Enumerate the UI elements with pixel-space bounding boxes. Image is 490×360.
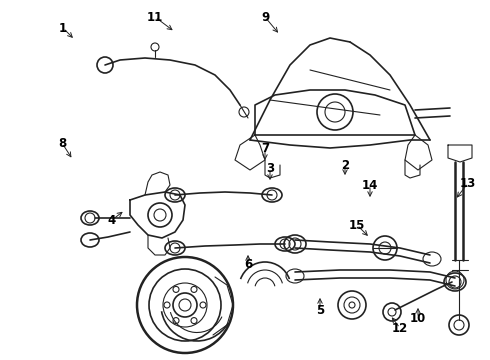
Text: 13: 13 bbox=[460, 176, 476, 189]
Text: 8: 8 bbox=[58, 136, 66, 149]
Text: 1: 1 bbox=[59, 22, 67, 35]
Text: 15: 15 bbox=[349, 219, 365, 231]
Text: 4: 4 bbox=[108, 213, 116, 226]
Text: 5: 5 bbox=[316, 303, 324, 316]
Text: 10: 10 bbox=[410, 311, 426, 324]
Text: 11: 11 bbox=[147, 10, 163, 23]
Text: 14: 14 bbox=[362, 179, 378, 192]
Text: 2: 2 bbox=[341, 158, 349, 171]
Text: 3: 3 bbox=[266, 162, 274, 175]
Text: 9: 9 bbox=[261, 10, 269, 23]
Text: 12: 12 bbox=[392, 321, 408, 334]
Text: 6: 6 bbox=[244, 258, 252, 271]
Text: 7: 7 bbox=[261, 141, 269, 154]
